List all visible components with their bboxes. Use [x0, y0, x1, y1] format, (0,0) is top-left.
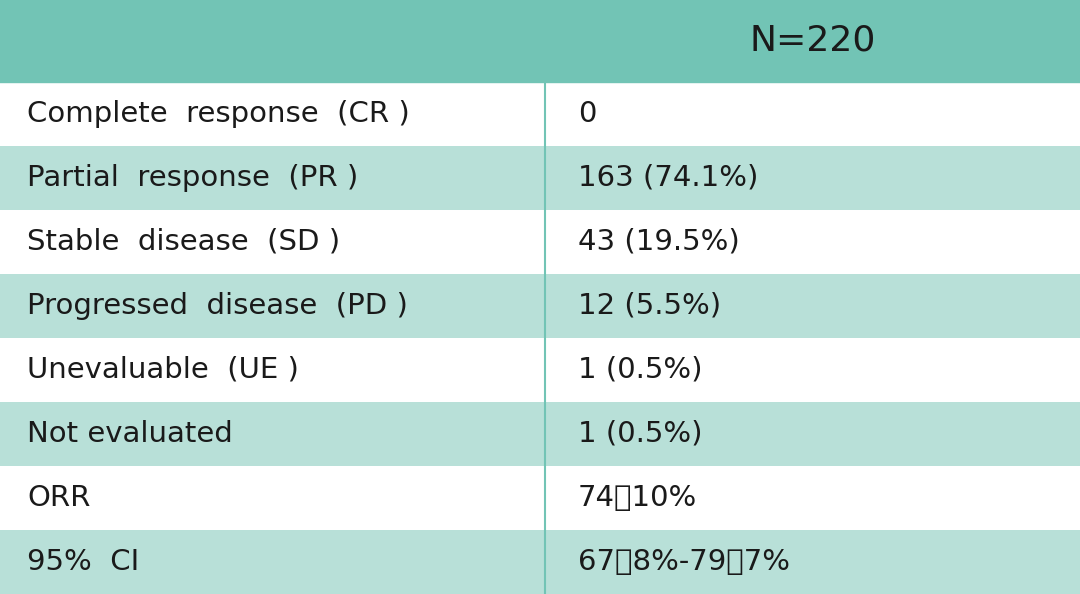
Bar: [0, 402, 1080, 466]
Text: Progressed  disease  (PD ): Progressed disease (PD ): [27, 292, 408, 320]
Bar: [0, 146, 1080, 210]
Text: 43 (19.5%): 43 (19.5%): [578, 228, 740, 256]
Text: 1 (0.5%): 1 (0.5%): [578, 356, 702, 384]
Text: 163 (74.1%): 163 (74.1%): [578, 164, 758, 192]
Text: Unevaluable  (UE ): Unevaluable (UE ): [27, 356, 299, 384]
Bar: [0, 466, 1080, 530]
Text: ORR: ORR: [27, 484, 91, 512]
Text: Stable  disease  (SD ): Stable disease (SD ): [27, 228, 340, 256]
Bar: [0, 530, 1080, 594]
Bar: [0, 82, 1080, 146]
Text: 67．8%-79．7%: 67．8%-79．7%: [578, 548, 789, 576]
Text: Partial  response  (PR ): Partial response (PR ): [27, 164, 359, 192]
Text: 74．10%: 74．10%: [578, 484, 697, 512]
Text: 1 (0.5%): 1 (0.5%): [578, 420, 702, 448]
Text: Complete  response  (CR ): Complete response (CR ): [27, 100, 409, 128]
Bar: [0, 0, 1080, 82]
Text: Not evaluated: Not evaluated: [27, 420, 233, 448]
Text: 95%  CI: 95% CI: [27, 548, 139, 576]
Bar: [0, 338, 1080, 402]
Text: 12 (5.5%): 12 (5.5%): [578, 292, 721, 320]
Bar: [0, 274, 1080, 338]
Text: 0: 0: [578, 100, 596, 128]
Bar: [0, 210, 1080, 274]
Text: N=220: N=220: [750, 24, 876, 58]
